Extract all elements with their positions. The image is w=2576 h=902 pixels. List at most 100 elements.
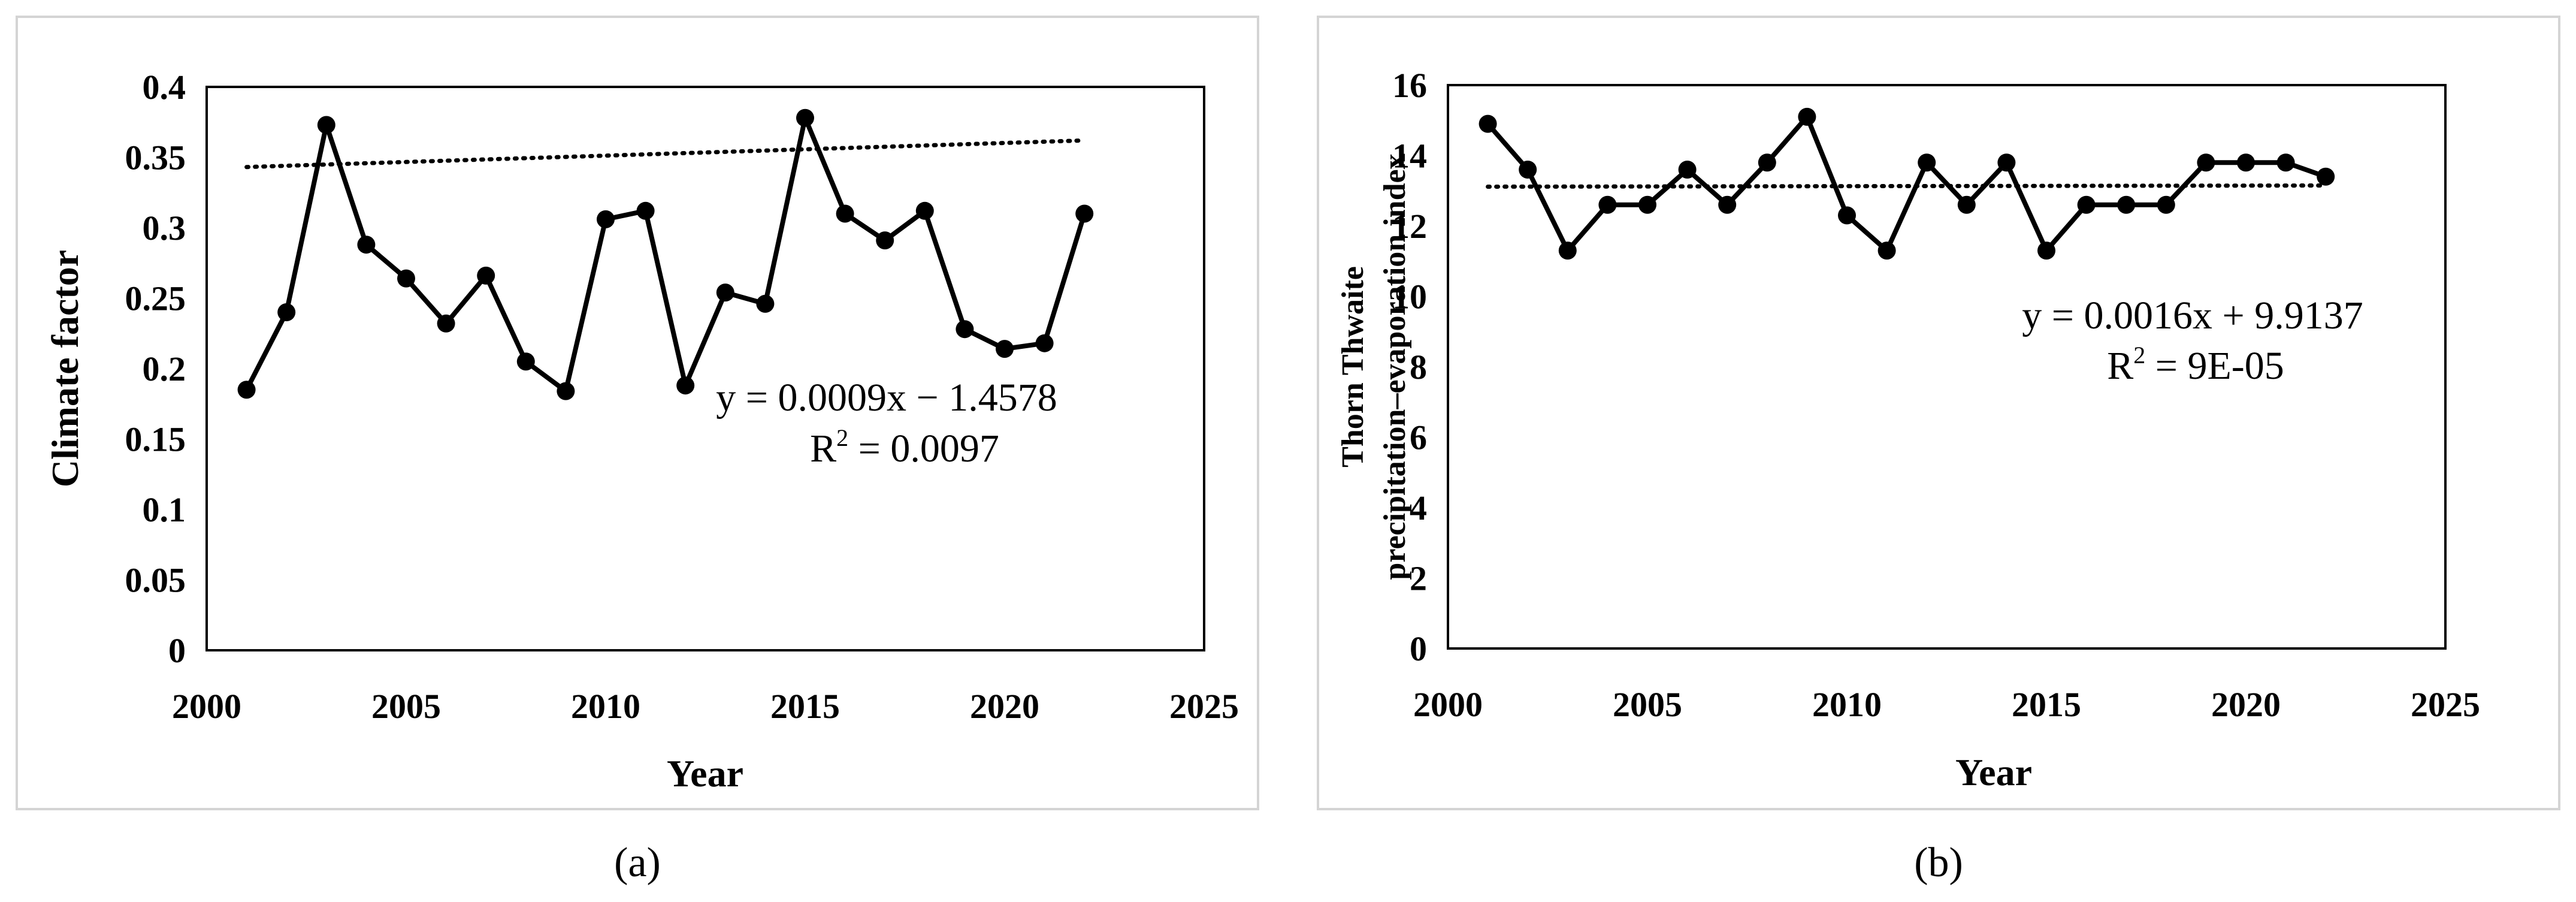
x-tick-label-a: 2000 <box>172 687 241 726</box>
data-point-b <box>2197 153 2215 172</box>
x-tick-label-b: 2020 <box>2211 685 2281 724</box>
data-point-a <box>557 382 575 400</box>
data-point-a <box>636 201 655 220</box>
data-point-a <box>237 381 256 399</box>
data-point-a <box>516 352 535 371</box>
series-line-a <box>244 115 1087 394</box>
data-point-b <box>1798 107 1816 126</box>
trend-r2-b: R2 = 9E-05 <box>2107 342 2284 388</box>
data-point-b <box>1558 242 1577 260</box>
data-point-a <box>796 108 814 127</box>
x-axis-title-a: Year <box>667 752 743 795</box>
data-point-a <box>716 283 734 302</box>
data-point-b <box>2157 195 2175 214</box>
y-axis-title-b-line2: precipitation–evaporation index <box>1378 153 1412 580</box>
panel-label-a: (a) <box>614 840 661 886</box>
trendline-a <box>244 138 1087 170</box>
trend-equation-b: y = 0.0016x + 9.9137 <box>2022 294 2363 337</box>
trend-r2-a: R2 = 0.0097 <box>810 424 999 470</box>
data-point-b <box>2117 195 2136 214</box>
data-point-b <box>2237 153 2255 172</box>
x-tick-label-b: 2005 <box>1613 685 1682 724</box>
x-tick-label-a: 2005 <box>371 687 441 726</box>
data-point-b <box>1638 195 1656 214</box>
data-point-a <box>956 320 974 339</box>
x-axis-title-b: Year <box>1955 751 2032 794</box>
r2-sup-a: 2 <box>836 424 848 451</box>
y-tick-label-b: 12 <box>1392 207 1427 246</box>
plot-area-b <box>1447 84 2447 650</box>
data-point-b <box>2037 242 2055 260</box>
y-tick-label-a: 0.1 <box>143 490 186 529</box>
data-point-b <box>2276 153 2295 172</box>
data-point-b <box>1718 195 1737 214</box>
y-tick-label-a: 0.4 <box>143 68 186 107</box>
x-tick-label-b: 2000 <box>1413 685 1483 724</box>
series-line-b <box>1486 114 2327 254</box>
trend-equation-a: y = 0.0009x − 1.4578 <box>716 376 1057 420</box>
panel-b-frame <box>1317 16 2560 810</box>
data-point-b <box>2077 195 2096 214</box>
data-point-a <box>277 303 296 321</box>
x-tick-label-a: 2015 <box>770 687 840 726</box>
x-tick-label-b: 2025 <box>2411 685 2480 724</box>
data-point-b <box>1598 195 1617 214</box>
y-tick-label-b: 6 <box>1410 418 1427 457</box>
data-point-a <box>437 314 455 333</box>
data-point-a <box>477 266 495 285</box>
r2-value-b: = 9E-05 <box>2145 344 2284 388</box>
y-tick-label-a: 0 <box>168 631 186 670</box>
y-tick-label-a: 0.15 <box>125 420 186 459</box>
y-tick-label-a: 0.25 <box>125 279 186 318</box>
data-point-a <box>676 376 695 395</box>
data-point-a <box>1035 334 1054 352</box>
y-tick-label-a: 0.3 <box>143 209 186 248</box>
data-point-a <box>397 269 415 288</box>
data-point-a <box>756 294 775 313</box>
data-point-b <box>1838 206 1856 225</box>
data-point-b <box>1877 242 1896 260</box>
y-axis-title-a: Climate factor <box>44 250 86 487</box>
trendline-b <box>1486 183 2328 189</box>
x-tick-label-a: 2010 <box>571 687 640 726</box>
chart-b-marks: 2000 2005 2010 2015 2020 2025 0 2 4 6 8 10 12 14 16 <box>1392 66 2480 724</box>
data-point-a <box>836 204 854 223</box>
data-point-b <box>1758 153 1776 172</box>
data-point-b <box>1918 153 1936 172</box>
x-tick-label-a: 2025 <box>1169 687 1239 726</box>
data-point-b <box>1997 153 2016 172</box>
y-tick-label-a: 0.35 <box>125 138 186 177</box>
y-tick-label-a: 0.2 <box>143 349 186 388</box>
panel-a-frame <box>16 16 1259 810</box>
data-point-a <box>915 201 934 220</box>
y-tick-label-a: 0.05 <box>125 561 186 600</box>
chart-a-marks: 2000 2005 2010 2015 2020 2025 0 0.05 0.1 0.15 0.2 0… <box>125 68 1239 726</box>
data-point-b <box>2317 167 2335 186</box>
plot-area-a <box>205 86 1205 651</box>
y-axis-title-b-line1: Thorn Thwaite <box>1336 266 1370 467</box>
r2-label-a: R <box>810 427 836 470</box>
y-tick-label-b: 4 <box>1410 488 1427 527</box>
data-point-b <box>1519 161 1537 179</box>
r2-label-b: R <box>2107 344 2133 388</box>
data-point-a <box>357 236 376 254</box>
y-tick-label-b: 8 <box>1410 348 1427 387</box>
data-point-b <box>1957 195 1976 214</box>
y-tick-label-b: 10 <box>1392 277 1427 316</box>
data-point-a <box>876 231 894 250</box>
y-tick-label-b: 0 <box>1410 629 1427 668</box>
y-tick-label-b: 2 <box>1410 559 1427 598</box>
x-tick-label-b: 2015 <box>2012 685 2081 724</box>
panel-label-b: (b) <box>1914 840 1963 886</box>
data-point-b <box>1678 161 1697 179</box>
x-tick-label-a: 2020 <box>970 687 1039 726</box>
data-point-a <box>317 116 335 134</box>
data-point-b <box>1479 114 1497 133</box>
y-tick-label-b: 14 <box>1392 137 1427 176</box>
x-tick-label-b: 2010 <box>1812 685 1882 724</box>
r2-value-a: = 0.0097 <box>848 427 999 470</box>
r2-sup-b: 2 <box>2133 342 2145 369</box>
y-tick-label-b: 16 <box>1392 66 1427 105</box>
data-point-a <box>1075 204 1094 223</box>
